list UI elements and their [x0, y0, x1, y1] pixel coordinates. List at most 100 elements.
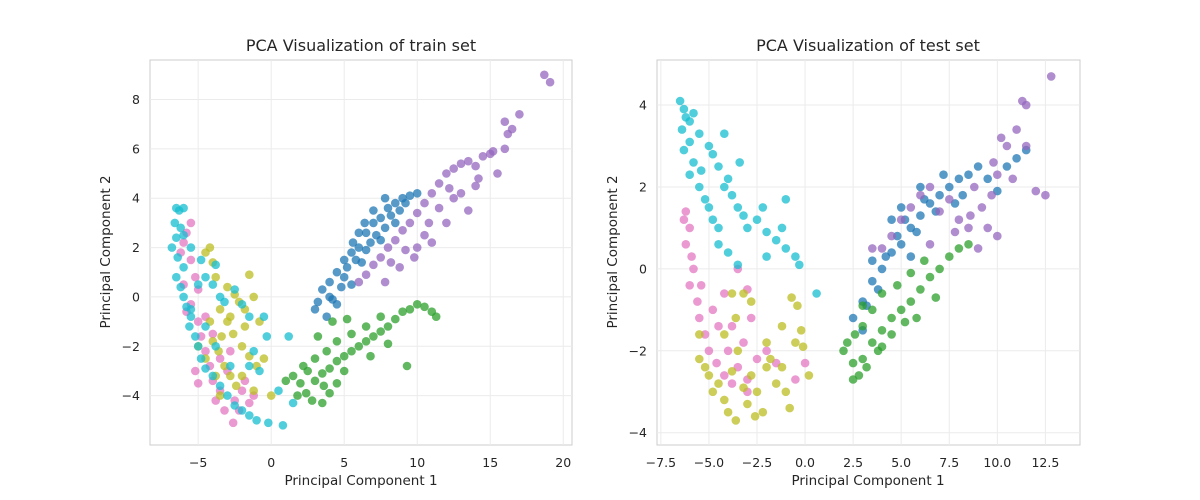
test-data-point [727, 367, 737, 376]
train-data-point [288, 371, 298, 381]
train-data-point [449, 193, 459, 203]
test-data-point [800, 358, 810, 368]
train-data-point [339, 255, 349, 265]
test-data-point [795, 260, 804, 270]
test-y-axis-label: Principal Component 2 [605, 175, 621, 328]
test-data-point [781, 195, 791, 204]
train-data-point [386, 211, 396, 220]
train-data-point [299, 361, 308, 371]
test-data-point [916, 190, 925, 200]
test-data-point [739, 211, 748, 220]
train-data-point [401, 198, 410, 208]
train-data-point [376, 312, 385, 321]
train-data-point [471, 181, 480, 191]
train-data-point [249, 386, 258, 396]
test-data-point [935, 190, 944, 200]
train-data-point [325, 292, 334, 302]
train-data-point [442, 169, 451, 178]
test-data-point [781, 387, 791, 397]
train-data-point [193, 317, 203, 326]
train-data-point [201, 272, 210, 282]
train-data-point [456, 159, 466, 168]
test-data-point [752, 215, 762, 224]
test-data-point [704, 203, 714, 212]
test-x-tick-label: −5.0 [694, 455, 724, 470]
test-data-point [731, 313, 741, 323]
test-x-tick-label: −7.5 [646, 455, 676, 470]
train-data-point [237, 342, 247, 351]
test-data-point [983, 174, 992, 184]
test-data-point [714, 223, 723, 233]
train-data-point [386, 258, 396, 267]
test-data-point [906, 203, 916, 212]
test-data-point [787, 293, 796, 302]
test-data-point [695, 330, 704, 339]
train-points [167, 70, 555, 430]
train-data-point [431, 312, 441, 321]
test-data-point [708, 305, 718, 315]
train-data-point [208, 371, 218, 381]
test-data-point [973, 244, 983, 253]
test-data-point [916, 182, 925, 192]
test-x-tick-label: 10.0 [983, 455, 1011, 470]
test-data-point [912, 313, 921, 323]
train-data-point [347, 346, 356, 356]
test-data-point [987, 190, 996, 200]
train-x-tick-label: 15 [482, 455, 498, 470]
test-data-point [887, 215, 896, 224]
train-data-point [201, 322, 210, 331]
test-data-point [791, 375, 800, 384]
test-data-point [771, 379, 781, 388]
train-data-point [208, 329, 218, 339]
train-data-point [507, 124, 517, 134]
train-data-point [366, 351, 375, 361]
train-data-point [449, 164, 459, 173]
train-data-point [493, 169, 502, 178]
test-data-point [685, 170, 694, 179]
train-y-tick-label: 2 [132, 240, 140, 255]
train-x-tick-label: 5 [340, 455, 348, 470]
train-data-point [354, 243, 364, 252]
train-data-point [515, 110, 524, 119]
train-data-point [252, 416, 261, 425]
test-data-point [970, 182, 979, 192]
train-y-tick-label: −4 [122, 388, 140, 403]
train-data-point [383, 243, 393, 252]
train-data-point [427, 238, 437, 247]
test-data-point [679, 104, 689, 114]
train-data-point [301, 388, 311, 398]
test-data-point [746, 297, 756, 306]
test-data-point [939, 170, 948, 179]
test-data-point [945, 195, 954, 204]
train-y-tick-label: 0 [132, 289, 140, 304]
test-data-point [731, 416, 741, 425]
test-data-point [877, 342, 887, 352]
train-data-point [420, 302, 429, 312]
test-data-point [925, 240, 935, 249]
train-data-point [211, 260, 220, 270]
test-data-point [887, 330, 896, 339]
test-data-point [781, 244, 791, 253]
test-data-point [945, 182, 954, 192]
train-x-tick-label: −5 [189, 455, 207, 470]
train-data-point [410, 253, 419, 262]
test-data-point [685, 223, 694, 233]
train-data-point [398, 226, 407, 235]
train-data-point [220, 297, 229, 307]
train-data-point [354, 228, 364, 238]
train-plot-area [149, 59, 573, 446]
train-data-point [412, 243, 422, 252]
test-data-point [695, 129, 704, 138]
train-data-point [228, 418, 238, 428]
train-data-point [395, 206, 404, 215]
test-data-point [720, 289, 729, 298]
test-data-point [743, 223, 752, 233]
test-data-point [743, 399, 752, 409]
train-data-point [228, 329, 238, 339]
train-data-point [211, 342, 220, 351]
train-data-point [478, 152, 488, 161]
train-data-point [412, 189, 422, 198]
train-data-point [173, 253, 182, 262]
train-data-point [278, 421, 288, 430]
test-data-point [906, 297, 916, 306]
